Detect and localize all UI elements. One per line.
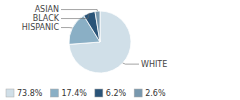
legend-label: 73.8%: [17, 89, 43, 98]
legend-item: 2.6%: [134, 89, 166, 98]
legend: 73.8% 17.4% 6.2% 2.6%: [6, 89, 166, 98]
slice-label: WHITE: [141, 60, 167, 69]
leader-line: [61, 27, 72, 28]
legend-item: 73.8%: [6, 89, 43, 98]
pie-slice: [95, 11, 100, 42]
leader-line: [61, 13, 89, 19]
legend-swatch: [134, 89, 142, 97]
legend-item: 17.4%: [50, 89, 87, 98]
legend-swatch: [50, 89, 58, 97]
legend-item: 6.2%: [95, 89, 127, 98]
legend-swatch: [95, 89, 103, 97]
leader-line: [123, 63, 139, 64]
slice-label: ASIAN: [35, 5, 59, 14]
leader-line: [61, 10, 97, 12]
annotations: WHITE HISPANICBLACKASIAN: [22, 5, 167, 69]
slice-label: HISPANIC: [22, 23, 60, 32]
pie: [69, 11, 131, 73]
pie-slice: [84, 11, 100, 42]
slice-label: BLACK: [33, 14, 60, 23]
legend-label: 17.4%: [61, 89, 87, 98]
pie-slice: [69, 11, 131, 73]
legend-swatch: [6, 89, 14, 97]
legend-label: 2.6%: [145, 89, 166, 98]
legend-label: 6.2%: [106, 89, 127, 98]
chart: WHITE HISPANICBLACKASIAN 73.8% 17.4% 6.2% 2.6…: [0, 0, 240, 100]
